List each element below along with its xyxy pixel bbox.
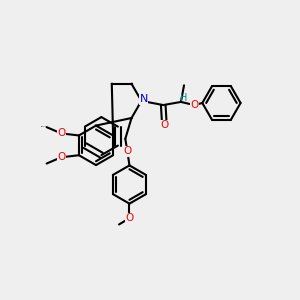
Text: O: O <box>160 120 168 130</box>
Text: O: O <box>123 146 131 156</box>
Text: O: O <box>190 100 199 110</box>
Text: N: N <box>140 94 148 104</box>
Text: O: O <box>57 128 65 138</box>
Text: methoxy: methoxy <box>41 126 47 127</box>
Text: H: H <box>180 93 188 103</box>
Text: O: O <box>57 152 65 162</box>
Text: O: O <box>125 213 134 223</box>
